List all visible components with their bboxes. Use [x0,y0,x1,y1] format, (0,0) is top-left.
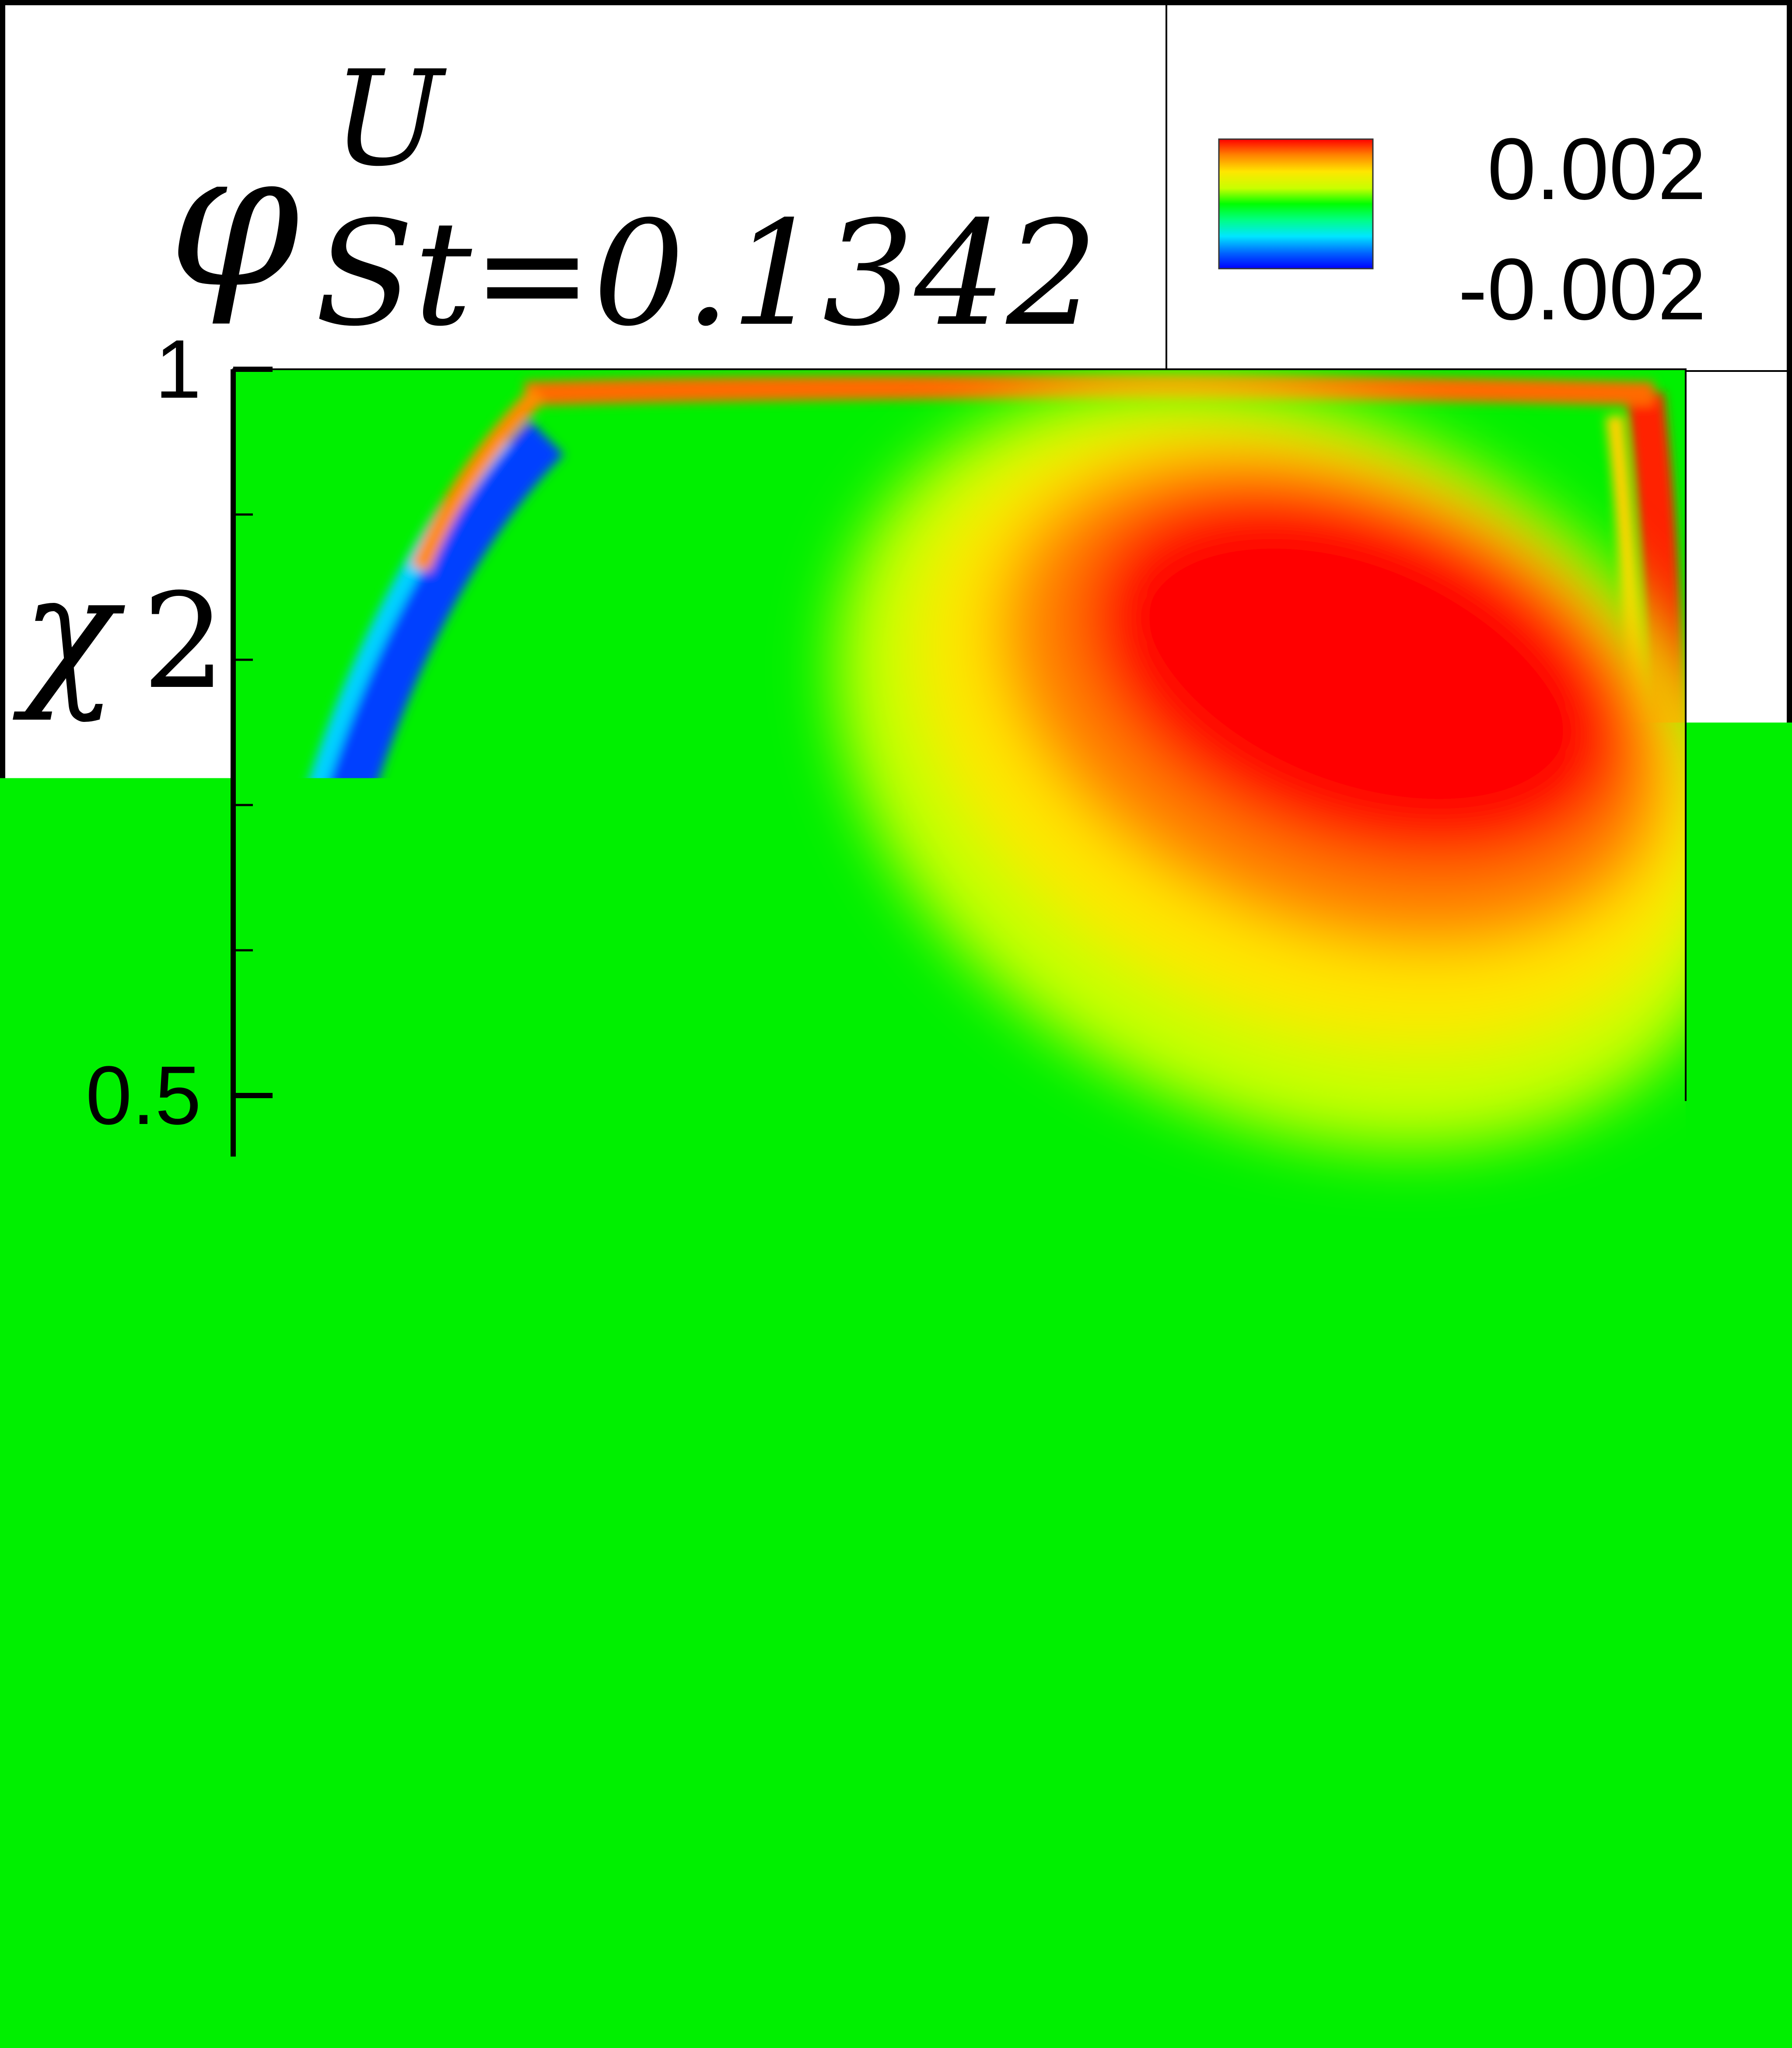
x-tick-label: 1 [1662,1846,1709,1939]
y-axis-label-symbol: χ [12,541,126,724]
title-superscript: U [332,42,448,195]
y-tick-label: 1 [155,323,201,416]
y-tick-label: 0.5 [86,1049,201,1142]
legend-min-label: -0.002 [1458,241,1706,338]
y-tick-label: 0 [155,1764,201,1857]
contour-field [117,231,1792,1894]
legend-colorbar [1219,139,1373,269]
x-tick-label: 0 [210,1846,256,1939]
title-subscript: St=0.1342 [315,190,1098,358]
x-axis-label-index: 1 [1308,1873,1392,2026]
title-symbol: φ [168,110,301,329]
x-tick-label: 0.5 [902,1846,1017,1939]
y-axis-label-index: 2 [142,565,226,718]
legend-max-label: 0.002 [1488,120,1707,218]
x-axis-label-symbol: χ [1180,1849,1294,2032]
